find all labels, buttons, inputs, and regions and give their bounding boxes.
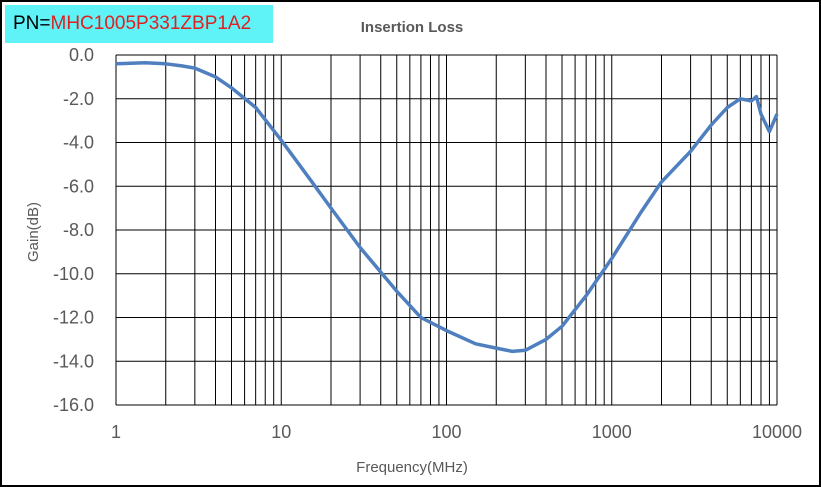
y-axis-label: Gain(dB) — [25, 202, 42, 262]
x-tick-label: 1000 — [592, 422, 632, 442]
series-line — [115, 60, 779, 354]
y-tick-label: -4.0 — [63, 133, 94, 153]
x-tick-label: 10000 — [752, 422, 802, 442]
part-number-prefix: PN= — [13, 13, 51, 34]
x-tick-label: 10 — [271, 422, 291, 442]
chart-title: Insertion Loss — [361, 19, 464, 36]
x-axis-label: Frequency(MHz) — [356, 459, 468, 476]
y-tick-label: -10.0 — [53, 264, 94, 284]
y-tick-label: -8.0 — [63, 220, 94, 240]
y-tick-label: -12.0 — [53, 308, 94, 328]
x-tick-label: 1 — [111, 422, 121, 442]
y-tick-label: -14.0 — [53, 351, 94, 371]
y-tick-label: -6.0 — [63, 176, 94, 196]
y-tick-label: 0.0 — [69, 45, 94, 65]
y-tick-label: -2.0 — [63, 89, 94, 109]
x-tick-label: 100 — [431, 422, 461, 442]
part-number-value: MHC1005P331ZBP1A2 — [50, 13, 252, 34]
y-tick-label: -16.0 — [53, 395, 94, 415]
part-number-label: PN=MHC1005P331ZBP1A2 — [5, 5, 273, 43]
